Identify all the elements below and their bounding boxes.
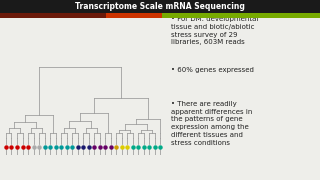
Text: • 60% genes expressed: • 60% genes expressed [171,67,254,73]
Text: • There are readily
apparent differences in
the patterns of gene
expression amon: • There are readily apparent differences… [171,101,252,146]
Text: Transcriptome Scale mRNA Sequencing: Transcriptome Scale mRNA Sequencing [75,2,245,11]
Text: • For DM: developmental
tissue and biotic/abiotic
stress survey of 29
libraries,: • For DM: developmental tissue and bioti… [171,16,259,45]
